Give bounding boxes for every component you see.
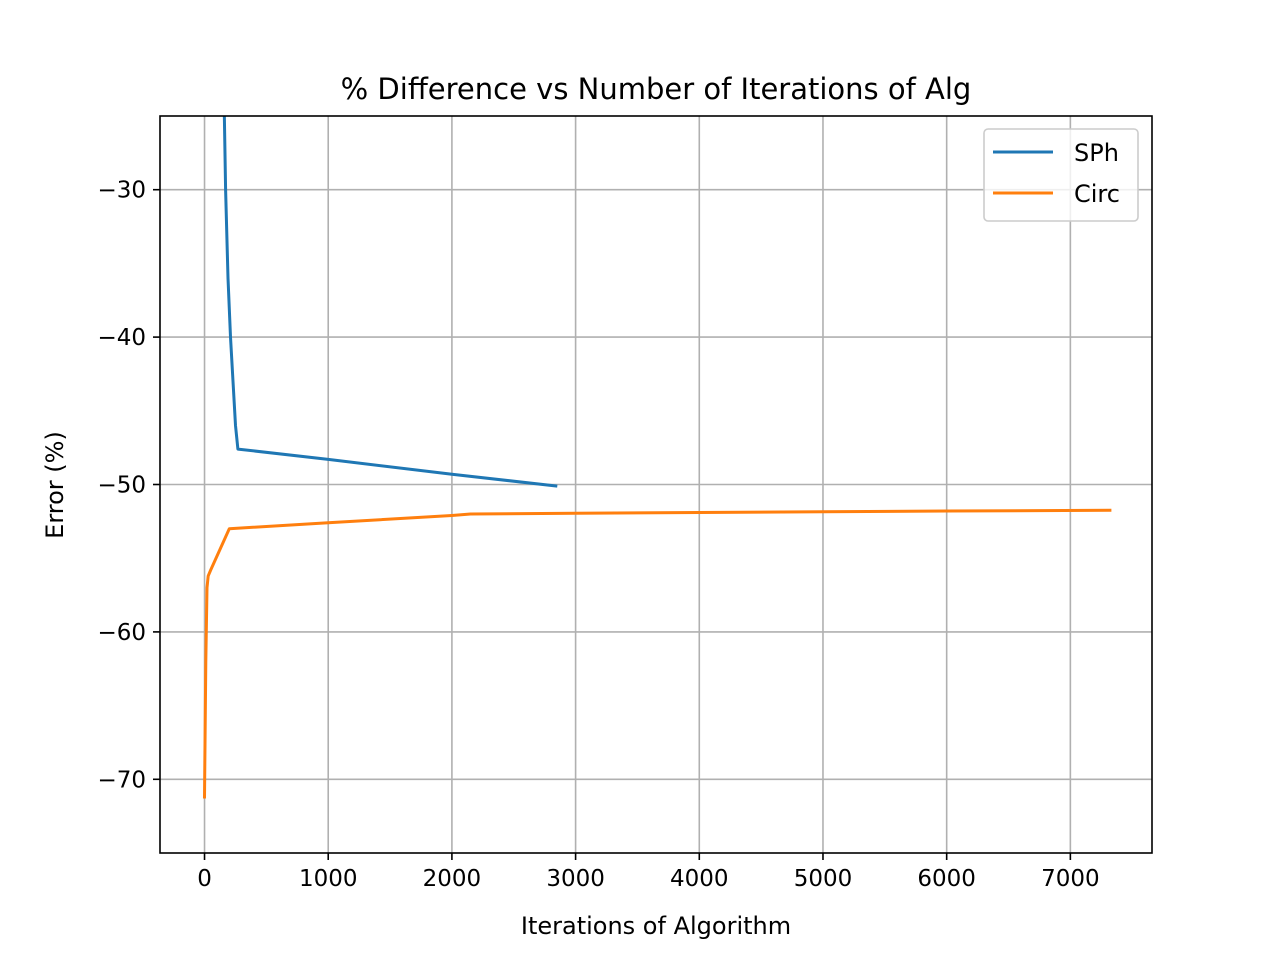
legend: SPh Circ — [983, 128, 1139, 222]
series-group — [202, 116, 1112, 799]
series-line-sph — [222, 116, 558, 488]
legend-label-sph: SPh — [1074, 139, 1119, 167]
x-tick-label: 5000 — [794, 866, 853, 892]
grid — [160, 116, 1152, 853]
x-axis-label: Iterations of Algorithm — [521, 912, 791, 940]
x-tick-label: 4000 — [670, 866, 729, 892]
x-tick-label: 0 — [197, 866, 212, 892]
y-tick-label: −40 — [97, 325, 146, 351]
series-line-circ — [202, 508, 1112, 799]
y-tick-label: −70 — [97, 767, 146, 793]
y-axis-label: Error (%) — [41, 431, 69, 539]
x-tick-label: 1000 — [299, 866, 358, 892]
chart-title: % Difference vs Number of Iterations of … — [341, 72, 972, 106]
y-tick-label: −50 — [97, 473, 146, 499]
legend-label-circ: Circ — [1074, 180, 1120, 208]
x-tick-label: 7000 — [1041, 866, 1100, 892]
y-tick-label: −30 — [97, 178, 146, 204]
y-tick-label: −60 — [97, 620, 146, 646]
x-tick-label: 2000 — [423, 866, 482, 892]
ticks: 0 1000 2000 3000 4000 5000 6000 7000 −30 −40 −50 −6… — [97, 178, 1099, 892]
x-tick-label: 3000 — [546, 866, 605, 892]
x-tick-label: 6000 — [917, 866, 976, 892]
